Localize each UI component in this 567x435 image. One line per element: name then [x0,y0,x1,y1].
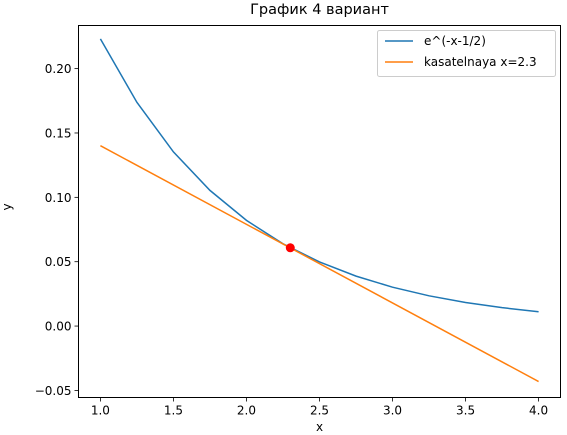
tangent-point-marker [285,243,295,253]
x-tick-label: 1.0 [91,404,110,418]
y-tick-label: −0.05 [35,384,72,398]
y-tick-label: 0.05 [45,255,72,269]
y-axis-label: y [0,203,14,210]
x-tick-label: 2.0 [237,404,256,418]
legend-label-series-2: kasatelnaya x=2.3 [424,55,537,69]
x-tick-label: 4.0 [529,404,548,418]
x-tick-label: 2.5 [310,404,329,418]
chart-title: График 4 вариант [250,2,389,18]
y-tick-label: 0.15 [45,126,72,140]
x-axis: 1.0 1.5 2.0 2.5 3.0 3.5 4.0 [91,397,548,418]
x-axis-label: x [316,420,323,434]
legend: e^(-x-1/2) kasatelnaya x=2.3 [377,30,556,77]
y-tick-label: 0.10 [45,191,72,205]
series-line-2 [100,145,539,383]
legend-box [377,30,556,77]
y-tick-label: 0.00 [45,320,72,334]
x-tick-label: 3.5 [456,404,475,418]
series-line-1 [99,38,539,313]
x-tick-label: 1.5 [164,404,183,418]
x-tick-label: 3.0 [383,404,402,418]
plot-frame [78,25,561,398]
y-axis: −0.05 0.00 0.05 0.10 0.15 0.20 [35,62,79,398]
legend-label-series-1: e^(-x-1/2) [424,34,486,48]
y-tick-label: 0.20 [45,62,72,76]
plot-area [99,38,539,383]
